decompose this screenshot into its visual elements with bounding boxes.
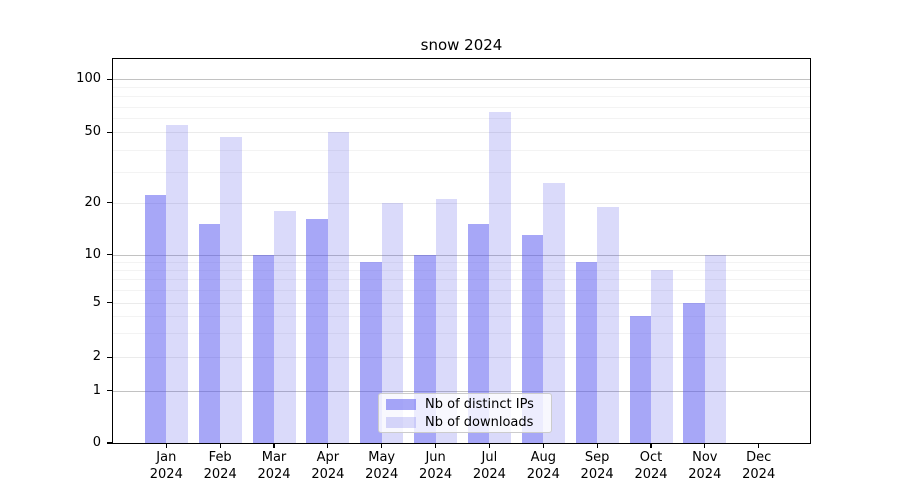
bar-distinct-ips-sep (575, 261, 598, 443)
bar-distinct-ips-mar (252, 254, 274, 443)
legend-label-distinct-ips: Nb of distinct IPs (425, 396, 534, 412)
y-tick-label-20: 20 (84, 194, 101, 210)
y-tick-label-100: 100 (76, 71, 101, 87)
minor-gridline-4 (113, 316, 810, 318)
bar-downloads-nov (704, 254, 727, 443)
x-tick-label-dec: Dec 2024 (742, 450, 776, 482)
bar-distinct-ips-aug (521, 234, 544, 443)
major-gridline-5 (113, 302, 810, 304)
x-tick-mark-jun (434, 443, 437, 448)
x-tick-mark-jul (488, 443, 490, 448)
y-tick-label-50: 50 (84, 124, 101, 140)
x-tick-label-sep: Sep 2024 (580, 450, 614, 482)
bar-downloads-aug (543, 182, 565, 443)
minor-gridline-40 (113, 149, 810, 151)
y-tick-mark-0 (107, 442, 112, 444)
bar-distinct-ips-jul (467, 224, 490, 443)
minor-gridline-60 (113, 118, 810, 120)
y-tick-label-2: 2 (92, 349, 101, 365)
x-tick-label-jun: Jun 2024 (419, 450, 453, 482)
y-tick-mark-50 (107, 131, 112, 133)
y-tick-mark-20 (107, 202, 112, 204)
legend-label-downloads: Nb of downloads (425, 414, 534, 430)
y-tick-mark-10 (107, 253, 112, 256)
minor-gridline-8 (113, 270, 810, 271)
y-tick-label-0: 0 (92, 435, 101, 450)
bar-downloads-mar (274, 210, 296, 443)
x-tick-mark-nov (704, 443, 706, 448)
bar-downloads-jan (166, 125, 188, 443)
major-gridline-50 (113, 132, 810, 134)
y-tick-label-5: 5 (92, 294, 101, 310)
bar-distinct-ips-nov (683, 302, 705, 443)
y-tick-label-1: 1 (92, 382, 101, 398)
bar-downloads-jun (435, 198, 458, 443)
x-tick-label-oct: Oct 2024 (634, 450, 668, 482)
y-tick-mark-100 (107, 78, 112, 80)
legend-item-downloads: Nb of downloads (386, 415, 544, 430)
y-tick-mark-1 (107, 390, 112, 392)
x-tick-mark-may (381, 443, 383, 448)
x-tick-label-mar: Mar 2024 (257, 450, 291, 482)
x-tick-mark-aug (542, 443, 544, 448)
major-gridline-100 (113, 79, 810, 81)
y-tick-mark-5 (107, 302, 112, 304)
x-tick-label-jan: Jan 2024 (149, 450, 183, 482)
bar-distinct-ips-jan (144, 195, 167, 443)
minor-gridline-80 (113, 96, 810, 98)
x-tick-mark-sep (596, 443, 598, 448)
x-tick-mark-apr (327, 443, 329, 448)
minor-gridline-7 (113, 279, 810, 281)
bar-downloads-may (381, 202, 404, 443)
x-tick-mark-oct (650, 443, 652, 448)
bar-distinct-ips-apr (306, 219, 328, 443)
legend-swatch-downloads (386, 416, 416, 428)
minor-gridline-3 (113, 333, 810, 335)
y-tick-label-10: 10 (84, 246, 101, 262)
legend-swatch-distinct-ips (386, 398, 416, 410)
minor-gridline-30 (113, 171, 810, 173)
bar-downloads-feb (220, 137, 242, 443)
y-tick-mark-2 (107, 356, 112, 358)
x-tick-label-may: May 2024 (365, 450, 399, 482)
plot-area (112, 58, 811, 444)
minor-gridline-90 (113, 87, 810, 89)
bar-downloads-sep (597, 206, 619, 443)
bar-distinct-ips-may (360, 261, 382, 443)
minor-gridline-70 (113, 106, 810, 108)
x-tick-mark-mar (273, 443, 275, 448)
legend-item-distinct-ips: Nb of distinct IPs (386, 397, 544, 412)
bar-distinct-ips-oct (629, 316, 651, 443)
minor-gridline-9 (113, 261, 810, 263)
x-tick-mark-feb (219, 443, 221, 448)
bar-downloads-oct (651, 270, 673, 443)
x-tick-mark-jan (165, 443, 167, 448)
x-tick-label-aug: Aug 2024 (526, 450, 560, 482)
chart-title: snow 2024 (420, 36, 503, 54)
major-gridline-20 (113, 202, 810, 204)
major-gridline-10 (113, 254, 810, 256)
x-tick-label-jul: Jul 2024 (472, 450, 506, 482)
major-gridline-2 (113, 357, 810, 359)
x-tick-mark-dec (758, 443, 760, 448)
bar-downloads-jul (489, 112, 511, 443)
x-tick-label-nov: Nov 2024 (688, 450, 722, 482)
x-tick-label-apr: Apr 2024 (311, 450, 345, 482)
legend: Nb of distinct IPs Nb of downloads (378, 393, 552, 433)
x-tick-label-feb: Feb 2024 (203, 450, 237, 482)
major-gridline-1 (113, 390, 810, 392)
bar-distinct-ips-feb (198, 224, 221, 443)
minor-gridline-6 (113, 290, 810, 292)
bar-downloads-apr (327, 132, 350, 443)
